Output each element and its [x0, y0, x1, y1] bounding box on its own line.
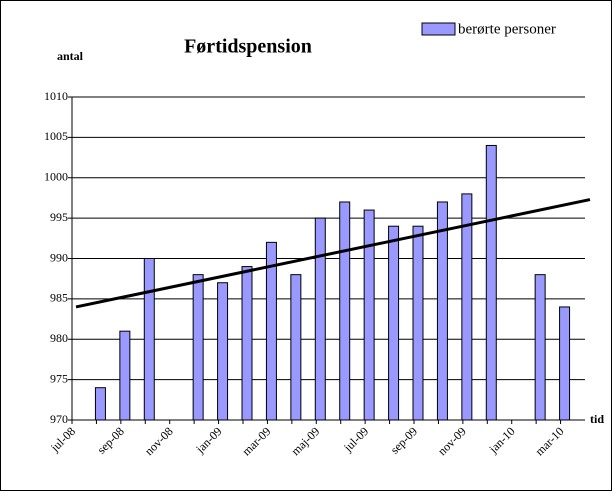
trendline: [75, 198, 591, 309]
y-tick-label: 980: [50, 331, 68, 345]
bar: [485, 144, 497, 421]
legend-swatch: [421, 22, 456, 36]
bar: [559, 306, 571, 421]
bar: [94, 387, 106, 421]
y-tick-label: 1010: [44, 89, 68, 103]
y-tick-label: 985: [50, 291, 68, 305]
bar: [314, 217, 326, 421]
y-tick-label: 1000: [44, 170, 68, 184]
y-tick-label: 970: [50, 412, 68, 426]
y-tick-label: 995: [50, 210, 68, 224]
legend-label: berørte personer: [458, 21, 556, 37]
bar: [412, 225, 424, 421]
bar: [241, 266, 253, 421]
x-axis-label: tid: [590, 412, 604, 426]
bar: [363, 209, 375, 421]
chart-title: Førtidspension: [184, 36, 312, 58]
bar: [436, 201, 448, 421]
y-tick-label: 1005: [44, 129, 68, 143]
y-tick-label: 975: [50, 371, 68, 385]
bar: [265, 241, 277, 421]
bar: [119, 330, 131, 421]
bar: [192, 274, 204, 421]
y-tick-label: 990: [50, 250, 68, 264]
bar: [534, 274, 546, 421]
bar: [339, 201, 351, 421]
bar: [217, 282, 229, 421]
bar: [290, 274, 302, 421]
bar: [143, 258, 155, 421]
y-axis-label: antal: [57, 49, 84, 63]
bar: [388, 225, 400, 421]
bar: [461, 193, 473, 421]
